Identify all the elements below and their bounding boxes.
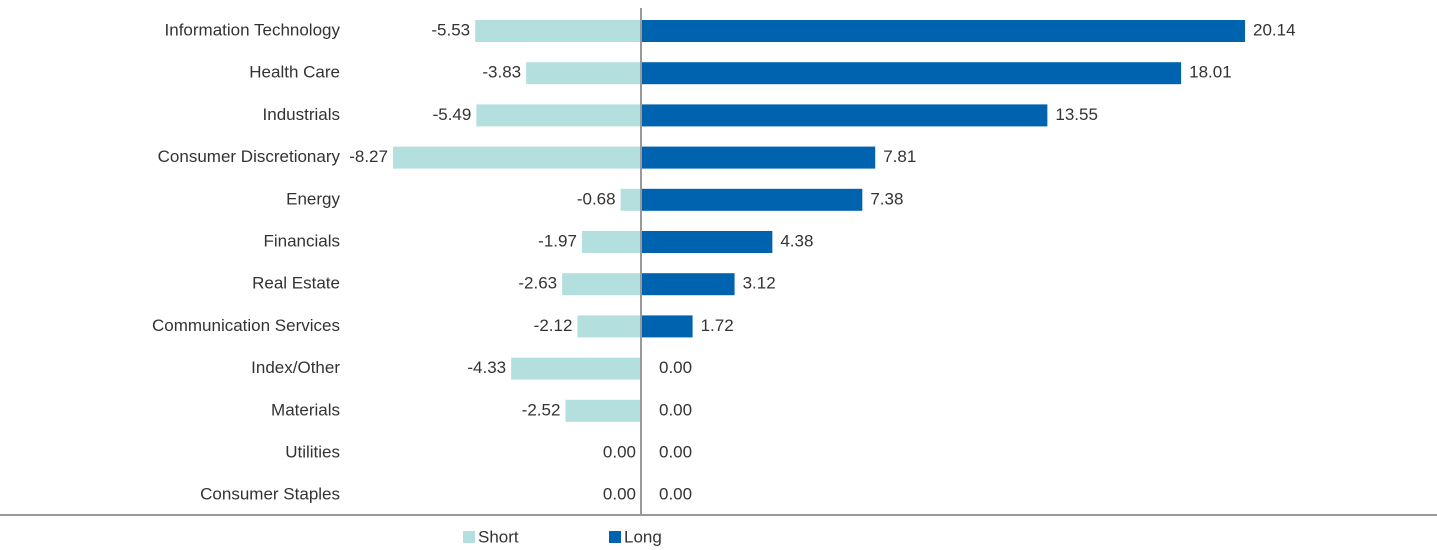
category-label: Real Estate — [252, 274, 340, 293]
value-label: 18.01 — [1189, 63, 1232, 82]
bar — [565, 399, 641, 422]
value-label: -2.52 — [522, 400, 561, 419]
value-label: 1.72 — [701, 316, 734, 335]
bar — [562, 273, 641, 296]
legend-label: Long — [624, 527, 662, 546]
value-label: -2.12 — [534, 316, 573, 335]
category-label: Consumer Discretionary — [158, 147, 341, 166]
value-label: -8.27 — [349, 147, 388, 166]
value-label: 0.00 — [659, 485, 692, 504]
value-label: -5.53 — [431, 20, 470, 39]
category-label: Financials — [263, 231, 340, 250]
value-label: -0.68 — [577, 189, 616, 208]
category-label: Consumer Staples — [200, 485, 340, 504]
value-label: 0.00 — [603, 485, 636, 504]
category-label: Utilities — [285, 442, 340, 461]
value-label: 7.81 — [883, 147, 916, 166]
value-label: 4.38 — [780, 231, 813, 250]
value-label: 13.55 — [1055, 105, 1098, 124]
bar — [577, 315, 641, 338]
bar — [476, 104, 641, 127]
bar — [641, 273, 735, 296]
category-label: Industrials — [263, 105, 340, 124]
bar — [581, 231, 641, 253]
value-label: -2.63 — [518, 274, 557, 293]
value-label: 7.38 — [870, 189, 903, 208]
bar — [641, 104, 1048, 127]
value-label: -1.97 — [538, 231, 577, 250]
legend-label: Short — [478, 527, 519, 546]
bar — [526, 62, 641, 85]
value-label: 0.00 — [603, 442, 636, 461]
value-label: -3.83 — [482, 63, 521, 82]
value-label: 0.00 — [659, 442, 692, 461]
category-label: Health Care — [249, 63, 340, 82]
bar — [641, 188, 863, 211]
category-label: Communication Services — [152, 316, 340, 335]
bar — [641, 20, 1245, 42]
bar — [641, 62, 1182, 85]
category-label: Energy — [286, 189, 340, 208]
value-label: 20.14 — [1253, 20, 1296, 39]
value-label: 0.00 — [659, 358, 692, 377]
category-label: Index/Other — [251, 358, 340, 377]
bar — [392, 146, 641, 169]
bar — [641, 231, 773, 253]
value-label: -4.33 — [467, 358, 506, 377]
legend-swatch — [609, 531, 621, 543]
legend-swatch — [463, 531, 475, 543]
bar — [641, 315, 693, 338]
bar — [475, 20, 641, 42]
value-label: 3.12 — [743, 274, 776, 293]
bar — [620, 188, 641, 211]
bar — [511, 357, 641, 380]
bar — [641, 146, 876, 169]
value-label: 0.00 — [659, 400, 692, 419]
category-label: Information Technology — [165, 20, 341, 39]
category-label: Materials — [271, 400, 340, 419]
value-label: -5.49 — [433, 105, 472, 124]
